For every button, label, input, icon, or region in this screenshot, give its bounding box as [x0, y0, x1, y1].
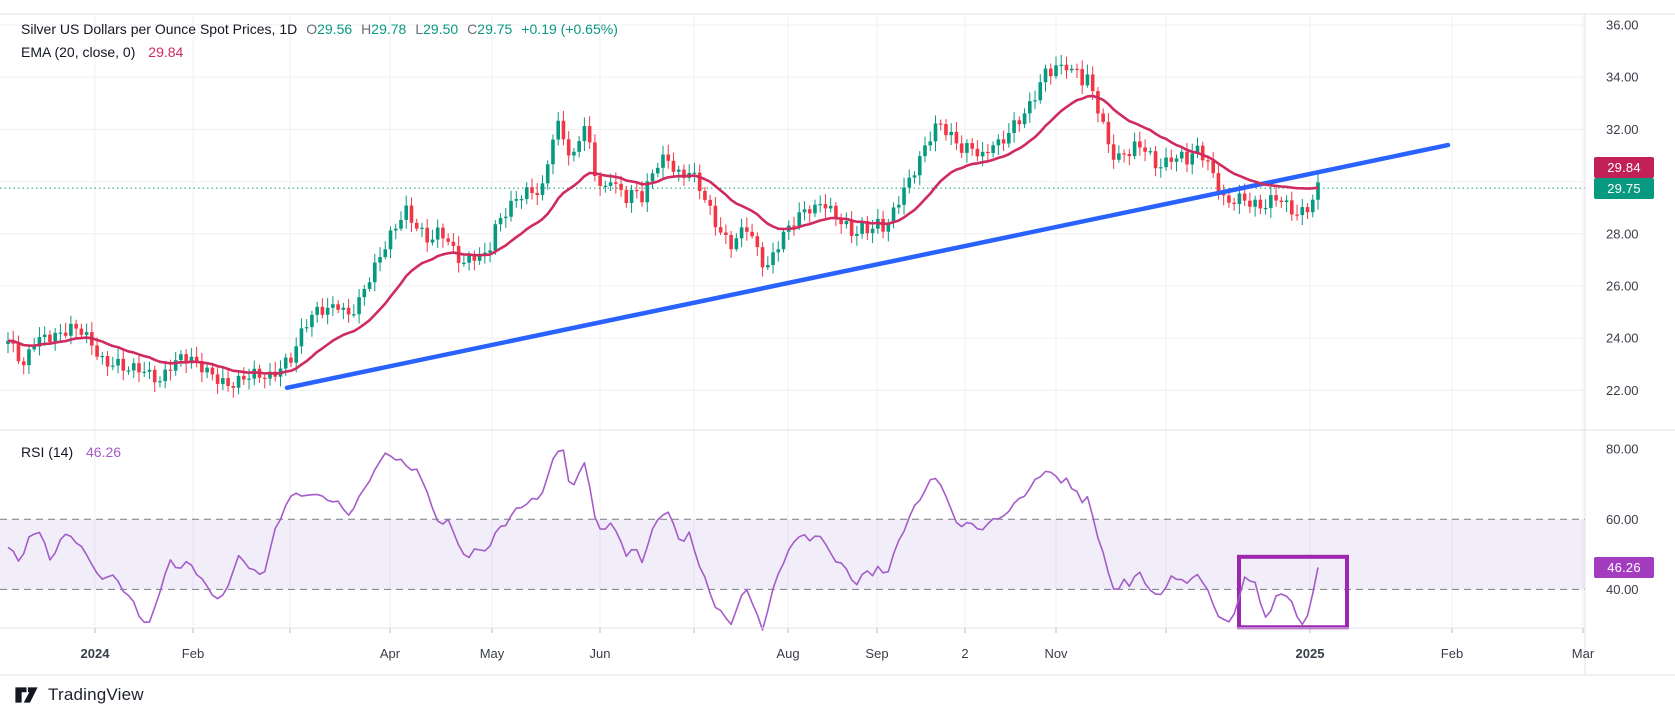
price-tick-label: 34.00 — [1606, 70, 1639, 85]
price-axis[interactable]: 36.00 34.00 32.00 28.00 26.00 24.00 22.00 80.00… — [1606, 18, 1639, 597]
ema-price-badge: 29.84 — [1594, 156, 1654, 178]
low-value: 29.50 — [423, 21, 459, 37]
time-tick-label: Feb — [182, 646, 204, 661]
time-axis[interactable]: 2024 Feb Apr May Jun Aug Sep 2 Nov 2025 Feb Mar — [81, 646, 1595, 661]
symbol-title: Silver US Dollars per Ounce Spot Prices,… — [21, 21, 298, 37]
ema-indicator-legend[interactable]: EMA (20, close, 0) 29.84 — [21, 44, 183, 60]
price-tick-label: 36.00 — [1606, 18, 1639, 33]
ema-line[interactable] — [7, 94, 1319, 375]
time-tick-label: Sep — [865, 646, 888, 661]
time-tick-label: Apr — [380, 646, 401, 661]
gridlines — [0, 14, 1585, 633]
open-value: 29.56 — [317, 21, 353, 37]
rsi-title: RSI (14) — [21, 444, 74, 460]
rsi-indicator-legend[interactable]: RSI (14) 46.26 — [21, 444, 121, 460]
high-label: H — [361, 21, 372, 37]
open-label: O — [306, 21, 318, 37]
price-tick-label: 22.00 — [1606, 383, 1639, 398]
rsi-value-badge: 46.26 — [1594, 556, 1654, 578]
time-tick-label: Jun — [590, 646, 611, 661]
last-price-badge: 29.75 — [1594, 177, 1654, 199]
time-tick-label: Nov — [1044, 646, 1068, 661]
time-tick-label: Mar — [1572, 646, 1595, 661]
rsi-highlight-box[interactable] — [1237, 554, 1349, 630]
close-label: C — [467, 21, 478, 37]
rsi-panel-canvas[interactable] — [0, 449, 1585, 631]
time-tick-label: 2025 — [1296, 646, 1325, 661]
price-tick-label: 26.00 — [1606, 279, 1639, 294]
time-tick-label: 2 — [961, 646, 968, 661]
ema-value: 29.84 — [148, 44, 184, 60]
change-value: +0.19 (+0.65%) — [521, 21, 618, 37]
time-tick-label: May — [480, 646, 505, 661]
time-tick-label: 2024 — [81, 646, 111, 661]
price-tick-label: 24.00 — [1606, 331, 1639, 346]
price-tick-label: 32.00 — [1606, 122, 1639, 137]
low-label: L — [415, 21, 424, 37]
ema-title: EMA (20, close, 0) — [21, 44, 136, 60]
rsi-value: 46.26 — [86, 444, 122, 460]
main-chart-canvas[interactable] — [0, 54, 1585, 398]
high-value: 29.78 — [371, 21, 407, 37]
tradingview-logo-text: TradingView — [48, 685, 144, 704]
tradingview-watermark[interactable]: TradingView — [14, 684, 144, 706]
price-tick-label: 28.00 — [1606, 226, 1639, 241]
rsi-tick-label: 80.00 — [1606, 442, 1639, 457]
rsi-tick-label: 40.00 — [1606, 582, 1639, 597]
close-value: 29.75 — [477, 21, 513, 37]
tradingview-logo-icon — [15, 687, 38, 703]
time-tick-label: Feb — [1441, 646, 1463, 661]
trendline-drawing[interactable] — [284, 142, 1451, 391]
time-tick-label: Aug — [776, 646, 799, 661]
panel-borders — [0, 13, 1675, 676]
rsi-line[interactable] — [7, 449, 1319, 631]
main-series-legend[interactable]: Silver US Dollars per Ounce Spot Prices,… — [21, 21, 618, 37]
candlestick-series — [6, 54, 1320, 398]
rsi-tick-label: 60.00 — [1606, 512, 1639, 527]
